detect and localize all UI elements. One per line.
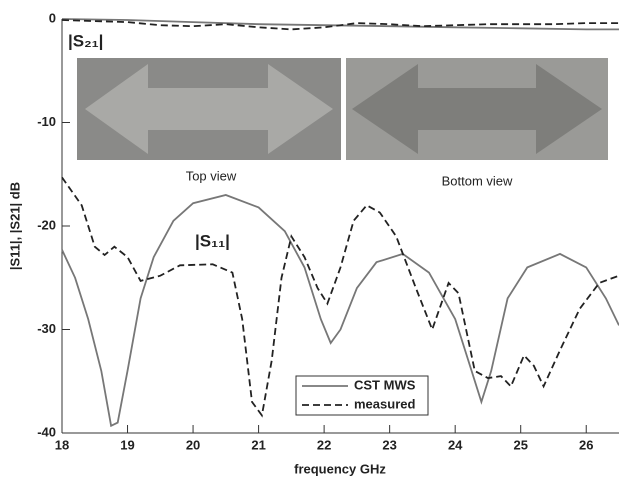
annotation: |S₂₁| — [68, 31, 103, 50]
legend-label: measured — [354, 396, 415, 411]
y-tick-label: -40 — [37, 424, 56, 439]
line — [61, 194, 619, 428]
x-tick-label: 18 — [55, 437, 69, 452]
x-tick-label: 23 — [382, 437, 396, 452]
annotation: |S₁₁| — [195, 231, 230, 250]
x-tick-label: 20 — [186, 437, 200, 452]
x-tick-label: 26 — [579, 437, 593, 452]
line — [61, 19, 619, 31]
x-tick-label: 24 — [448, 437, 463, 452]
line — [61, 176, 619, 418]
y-tick-label: -30 — [37, 321, 56, 336]
legend-box — [295, 375, 429, 416]
caption: Top view — [186, 168, 237, 183]
x-tick-label: 19 — [120, 437, 134, 452]
x-axis-label: frequency GHz — [294, 461, 386, 476]
y-tick-label: -20 — [37, 217, 56, 232]
y-tick-label: -10 — [37, 114, 56, 129]
legend-label: CST MWS — [354, 377, 416, 392]
y-tick-label: 0 — [49, 10, 56, 25]
bottom-view-pattern — [352, 64, 602, 154]
y-axis-label: |S11|, |S21| dB — [7, 182, 22, 270]
top-view-pattern — [85, 64, 333, 154]
x-tick-label: 22 — [317, 437, 331, 452]
caption: Bottom view — [442, 173, 513, 188]
x-tick-label: 21 — [251, 437, 265, 452]
x-tick-label: 25 — [513, 437, 527, 452]
line — [61, 18, 619, 31]
